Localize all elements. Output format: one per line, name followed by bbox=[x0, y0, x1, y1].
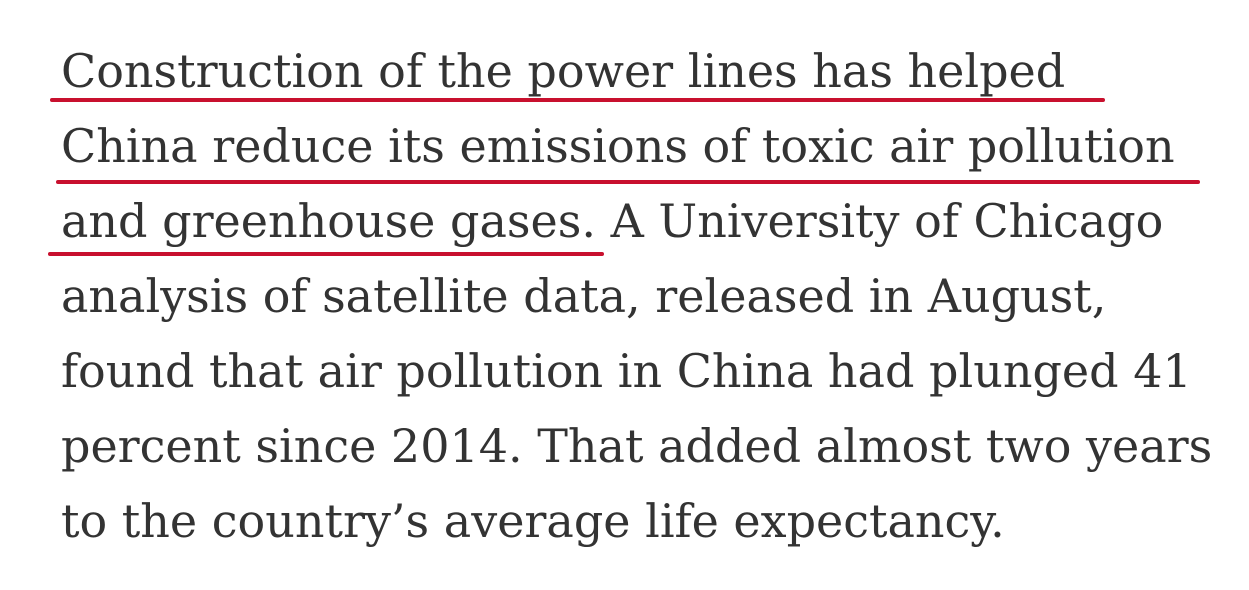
red-underline-3 bbox=[48, 252, 604, 256]
highlighted-sentence-end: and greenhouse gases. bbox=[61, 194, 596, 248]
text-line-3-rest: A University of Chicago bbox=[610, 194, 1164, 248]
text-line-4: analysis of satellite data, released in … bbox=[61, 269, 1107, 323]
text-line-1: Construction of the power lines has help… bbox=[61, 44, 1066, 98]
text-line-3: and greenhouse gases. A University of Ch… bbox=[61, 198, 1163, 244]
text-line-2: China reduce its emissions of toxic air … bbox=[61, 119, 1175, 173]
red-underline-1 bbox=[50, 98, 1105, 102]
text-line-6: percent since 2014. That added almost tw… bbox=[61, 419, 1213, 473]
text-line-5: found that air pollution in China had pl… bbox=[61, 344, 1192, 398]
red-underline-2b bbox=[880, 180, 1200, 184]
text-line-7: to the country’s average life expectancy… bbox=[61, 494, 1005, 548]
red-underline-2a bbox=[56, 180, 886, 184]
